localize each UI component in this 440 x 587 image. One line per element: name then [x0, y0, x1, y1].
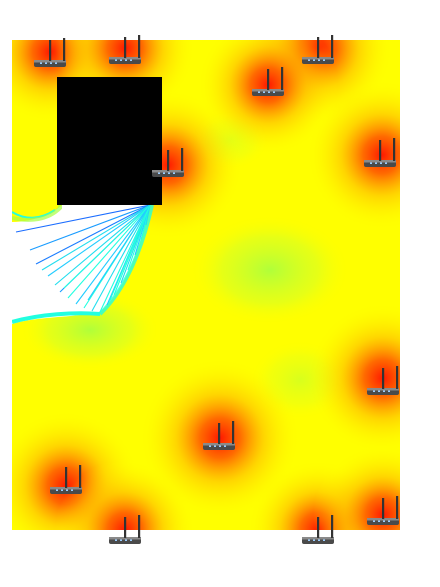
obstacle-block: [57, 77, 162, 205]
signal-rays: [15, 204, 151, 313]
